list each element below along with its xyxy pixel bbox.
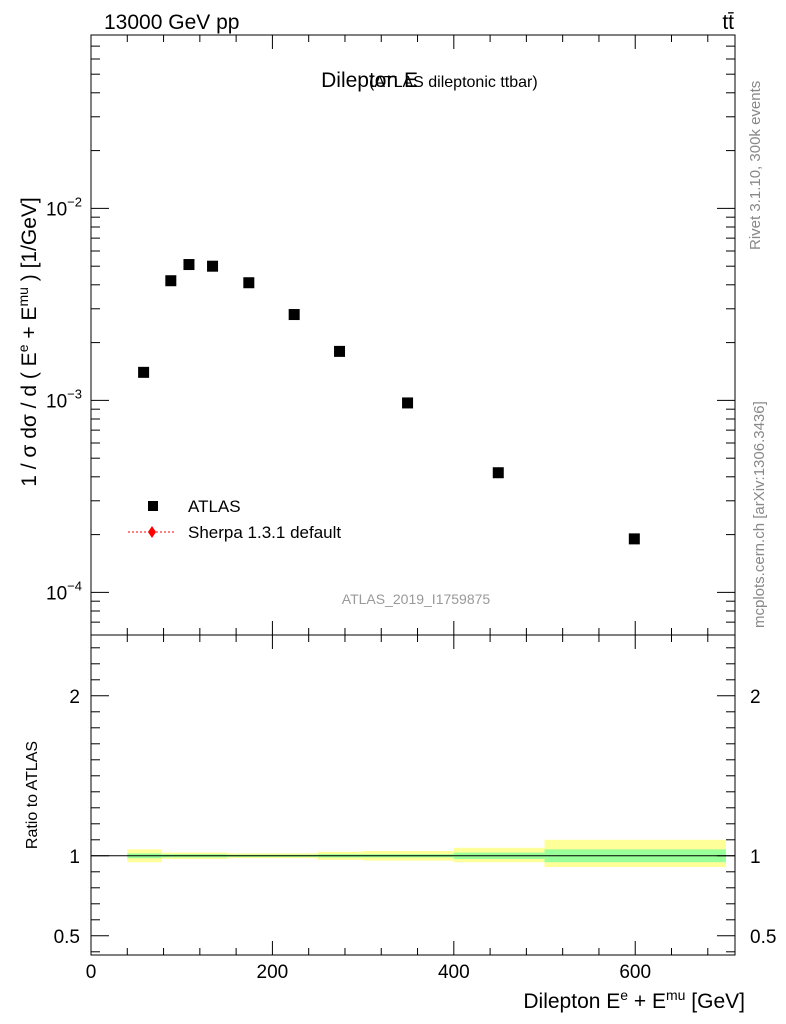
atlas-data-point [243,277,255,289]
ratio-y-tick-labels: 0.5 0.5 1 1 2 2 [54,687,777,948]
header-right-label: tt̄ [722,11,734,34]
legend-marker-sherpa [148,526,156,538]
atlas-data-point [138,366,150,378]
rivet-version-label: Rivet 3.1.10, 300k events [747,81,764,250]
ratio-y-axis-label: Ratio to ATLAS [24,741,41,849]
x-tick-label: 600 [619,962,651,983]
x-tick-label: 400 [438,962,470,983]
legend: ATLAS Sherpa 1.3.1 default [128,497,341,542]
main-y-tick-label-base: 10 [46,583,67,604]
atlas-data-point [288,309,300,321]
main-y-axis-label-pre: 1 / σ dσ / d ( E [18,352,41,486]
mcplots-label: mcplots.cern.ch [arXiv:1306.3436] [751,401,768,628]
analysis-id-label: ATLAS_2019_I1759875 [342,591,491,607]
main-y-tick-label: 10−4 [46,578,82,604]
x-axis-label-mid: + E [628,990,666,1013]
main-y-tick-label-exp: −2 [67,194,82,209]
atlas-data-point [207,260,219,272]
x-axis-label-post: [GeV] [685,990,745,1013]
legend-label-atlas: ATLAS [188,497,241,516]
legend-marker-atlas [148,501,158,511]
main-y-axis-label: 1 / σ dσ / d ( Ee + Emu ) [1/GeV] [15,197,41,487]
x-tick-labels: 0 200 400 600 [86,962,651,983]
ratio-y-tick-label-left: 0.5 [54,927,80,948]
main-y-tick-labels: 10−210−310−4 [46,194,82,604]
main-panel-frame [90,34,736,636]
x-axis-label-sup1: e [620,987,628,1003]
atlas-data-point [334,345,346,357]
x-tick-label: 200 [257,962,289,983]
main-y-axis-label-mid: + E [18,307,41,345]
main-panel: 10−210−310−4 Dilepton E (ATLAS dileptoni… [15,34,736,636]
ratio-panel-frame [90,634,736,956]
atlas-data-points [138,259,640,545]
ratio-y-tick-label-left: 1 [69,847,80,868]
atlas-data-point [628,533,640,545]
ratio-y-tick-label-right: 0.5 [750,927,776,948]
main-y-tick-label-base: 10 [46,199,67,220]
header-left-label: 13000 GeV pp [104,11,239,34]
main-y-tick-label-exp: −3 [67,386,82,401]
ratio-tick-marks [90,635,735,955]
main-y-tick-label: 10−2 [46,194,82,220]
main-y-axis-label-sup2: mu [15,287,31,306]
x-axis-label-pre: Dilepton E [523,990,620,1013]
x-axis-label-sup2: mu [666,987,685,1003]
ratio-panel: 0.5 0.5 1 1 2 2 0 200 400 600 Ratio to ATLAS Dil… [24,634,777,1013]
legend-label-sherpa: Sherpa 1.3.1 default [188,523,341,542]
main-y-tick-label: 10−3 [46,386,82,412]
atlas-data-point [492,467,504,479]
x-tick-label: 0 [86,962,97,983]
main-tick-marks [90,34,735,636]
atlas-data-point [402,397,414,409]
main-y-axis-label-post: ) [1/GeV] [18,197,41,287]
main-y-tick-label-exp: −4 [67,578,82,593]
atlas-data-point [183,259,195,271]
atlas-data-point [165,275,177,287]
main-y-tick-label-base: 10 [46,391,67,412]
chart-subtitle: (ATLAS dileptonic ttbar) [369,74,538,91]
ratio-y-tick-label-right: 2 [750,687,761,708]
chart-title: Dilepton E [321,69,418,92]
x-axis-label: Dilepton Ee + Emu [GeV] [523,987,745,1013]
ratio-y-tick-label-left: 2 [69,687,80,708]
ratio-uncertainty-bands [127,839,726,867]
main-y-axis-label-sup1: e [15,344,31,352]
ratio-y-tick-label-right: 1 [750,847,761,868]
